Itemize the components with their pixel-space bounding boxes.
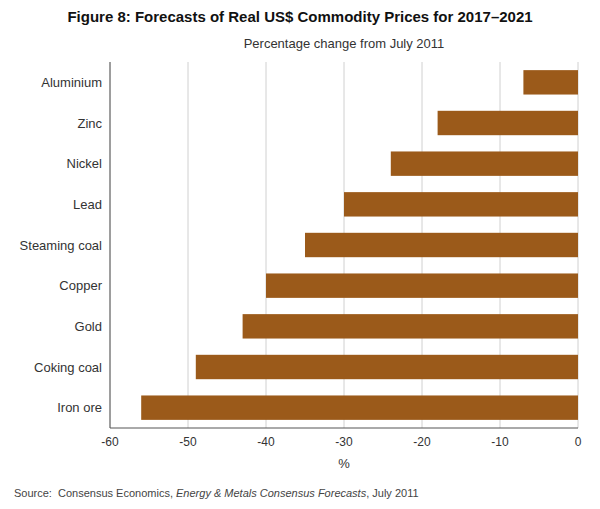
bar [523,70,578,94]
tick-label: -50 [179,435,197,449]
category-label: Lead [73,197,102,212]
source-part: , July 2011 [366,487,418,499]
tick-label: 0 [575,435,582,449]
title: Figure 8: Forecasts of Real US$ Commodit… [67,8,532,25]
tick-label: -10 [491,435,509,449]
source-part: Source: Consensus Economics, [14,487,176,499]
category-label: Copper [59,278,102,293]
x-axis-label: % [338,456,350,471]
category-label: Iron ore [57,400,102,415]
category-label: Zinc [77,116,102,131]
source-part: Energy & Metals Consensus Forecasts [176,487,367,499]
tick-label: -40 [257,435,275,449]
category-label: Aluminium [41,75,102,90]
bar [438,111,578,135]
grid-line [110,62,111,428]
category-label: Coking coal [34,360,102,375]
tick-label: -20 [413,435,431,449]
category-label: Steaming coal [20,238,102,253]
category-label: Nickel [67,156,103,171]
source: Source: Consensus Economics, Energy & Me… [14,487,419,499]
bar [196,355,578,379]
bar [305,233,578,257]
grid [110,62,578,428]
bar [391,151,578,175]
grid-line [188,62,189,428]
x-axis [110,428,578,429]
y-axis [110,62,111,428]
bar [141,395,578,419]
chart: Figure 8: Forecasts of Real US$ Commodit… [0,0,600,509]
tick-label: -30 [335,435,353,449]
subtitle: Percentage change from July 2011 [244,36,445,51]
bars [141,70,578,420]
bar [243,314,578,338]
category-label: Gold [75,319,102,334]
tick-label: -60 [101,435,119,449]
bar [344,192,578,216]
bar [266,273,578,297]
